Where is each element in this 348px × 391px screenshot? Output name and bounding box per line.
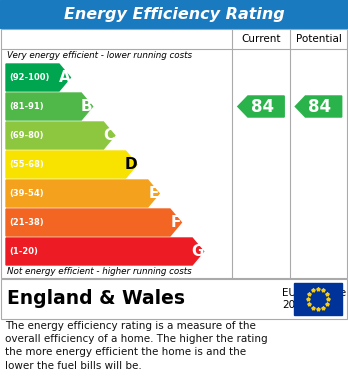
Text: B: B <box>81 99 93 114</box>
Text: The energy efficiency rating is a measure of the
overall efficiency of a home. T: The energy efficiency rating is a measur… <box>5 321 268 371</box>
Bar <box>1 29 347 278</box>
Text: 84: 84 <box>308 97 332 115</box>
Bar <box>1 279 347 319</box>
Text: Energy Efficiency Rating: Energy Efficiency Rating <box>64 7 284 22</box>
Polygon shape <box>6 180 159 207</box>
Text: (81-91): (81-91) <box>9 102 44 111</box>
Text: F: F <box>171 215 181 230</box>
Text: Potential: Potential <box>296 34 342 44</box>
Polygon shape <box>6 151 137 178</box>
Text: (69-80): (69-80) <box>9 131 44 140</box>
Text: EU Directive
2002/91/EC: EU Directive 2002/91/EC <box>282 288 346 310</box>
Polygon shape <box>6 93 93 120</box>
Text: Not energy efficient - higher running costs: Not energy efficient - higher running co… <box>7 267 192 276</box>
Polygon shape <box>6 238 204 265</box>
Polygon shape <box>6 209 181 236</box>
Text: E: E <box>148 186 159 201</box>
Text: Current: Current <box>241 34 281 44</box>
Polygon shape <box>295 96 342 117</box>
Text: 84: 84 <box>251 97 274 115</box>
Bar <box>294 283 342 315</box>
Text: (55-68): (55-68) <box>9 160 44 169</box>
Text: (92-100): (92-100) <box>9 73 49 82</box>
Text: England & Wales: England & Wales <box>7 289 185 308</box>
Polygon shape <box>238 96 284 117</box>
Text: Very energy efficient - lower running costs: Very energy efficient - lower running co… <box>7 51 192 60</box>
Bar <box>0 279 348 319</box>
Polygon shape <box>6 122 115 149</box>
Polygon shape <box>6 64 70 91</box>
Text: C: C <box>104 128 115 143</box>
Text: A: A <box>59 70 71 85</box>
Text: (1-20): (1-20) <box>9 247 38 256</box>
Text: (39-54): (39-54) <box>9 189 44 198</box>
Text: (21-38): (21-38) <box>9 218 44 227</box>
Text: D: D <box>125 157 137 172</box>
Text: G: G <box>192 244 204 259</box>
Bar <box>0 0 348 28</box>
